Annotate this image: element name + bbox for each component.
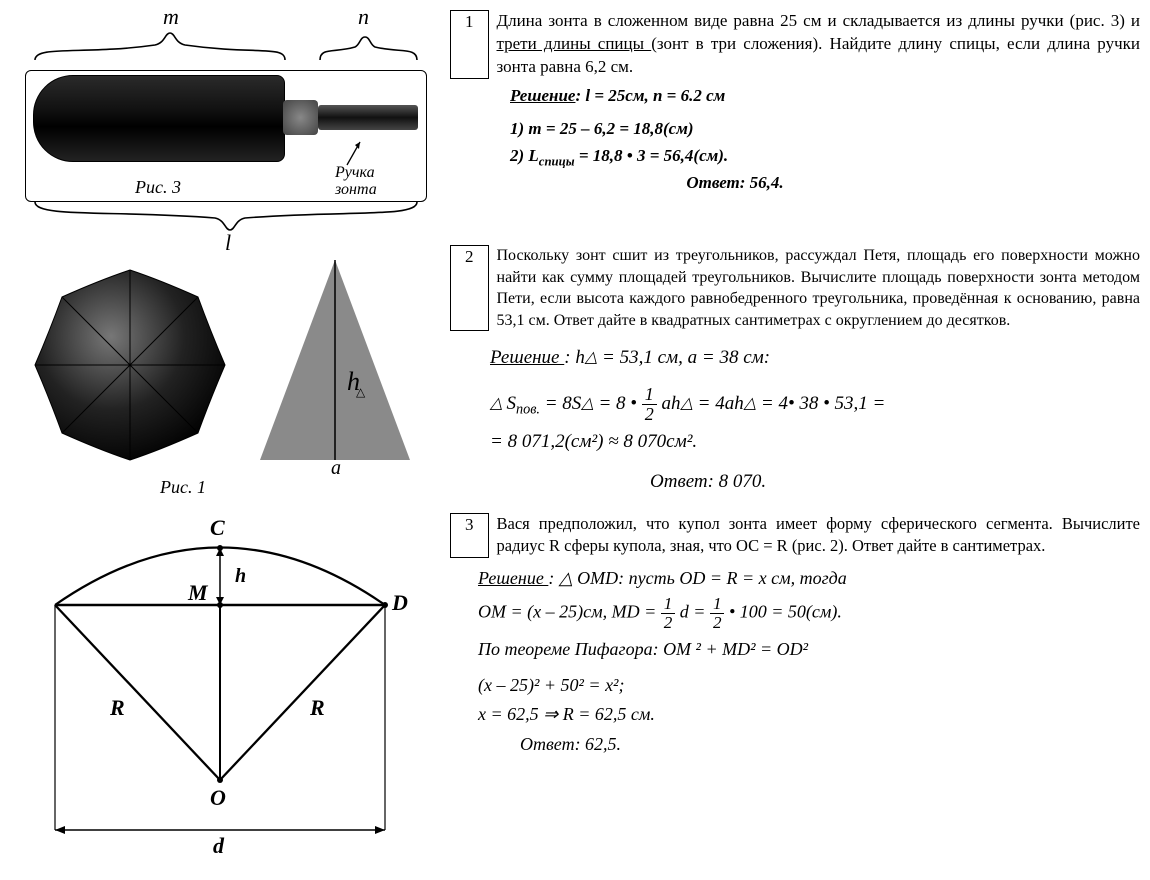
p2-line1: △ Sпов. = 8S△ = 8 • 12 ah△ = 4ah△ = 4• 3…	[450, 385, 1140, 424]
figure-3-column: m n Рис. 3 Ручказонта l	[10, 10, 440, 240]
p2-l1e: = 4ah	[693, 393, 744, 414]
sphere-segment-diagram: C h M D R R O d	[10, 510, 430, 860]
p3-eq1: (x – 25)² + 50² = x²;	[450, 673, 1140, 697]
p3-om-c: • 100 = 50(см).	[724, 601, 841, 621]
p1-text-underlined: трети длины спицы	[497, 34, 652, 53]
p1-text-a: Длина зонта в сложенном виде равна 25 см…	[497, 11, 1141, 30]
figure-1-column: h △ a Рис. 1	[10, 245, 440, 510]
p3-sol-label: Решение	[478, 568, 548, 588]
row-1: m n Рис. 3 Ручказонта l	[10, 10, 1140, 240]
p3-f2n: 1	[710, 595, 725, 614]
fig3-n-label: n	[358, 2, 369, 32]
fig2-M: M	[187, 580, 209, 605]
problem-2-number: 2	[450, 245, 489, 331]
tri-prefix: △	[490, 395, 506, 412]
p2-l1c: = 8 •	[594, 393, 642, 414]
p1-step2-b: = 18,8 • 3 = 56,4(см).	[575, 146, 729, 165]
problem-3: 3 Вася предположил, что купол зонта имее…	[440, 513, 1140, 761]
fig3-handle-label: Ручказонта	[335, 165, 377, 199]
p3-given-text: : △ OMD: пусть OD = R = x см, тогда	[548, 568, 846, 588]
fig2-h: h	[235, 565, 246, 587]
tri-sub-4: △	[744, 395, 756, 412]
p2-given-a: : h	[564, 347, 585, 368]
p2-sol-label: Решение	[490, 347, 564, 368]
p3-answer: Ответ: 62,5.	[450, 732, 1140, 756]
problem-2: 2 Поскольку зонт сшит из треугольников, …	[440, 245, 1140, 494]
fig1-h-tri: △	[356, 385, 366, 399]
fig2-C: C	[210, 515, 225, 540]
p2-l1a: S	[506, 393, 516, 414]
triangle-icon: h △ a	[255, 260, 415, 475]
p2-frac-n: 1	[642, 385, 657, 405]
row-2: h △ a Рис. 1 2 Поскольку зонт сшит из тр…	[10, 245, 1140, 510]
figure-3: m n Рис. 3 Ручказонта l	[25, 10, 425, 240]
figure-2: C h M D R R O d	[10, 510, 430, 870]
tri-sub-1: △	[585, 349, 597, 366]
tri-sub-3: △	[680, 395, 692, 412]
p3-f1d: 2	[661, 614, 676, 632]
p3-f2d: 2	[710, 614, 725, 632]
p1-given: : l = 25см, n = 6.2 см	[575, 86, 725, 105]
p2-line2: = 8 071,2(см²) ≈ 8 070см².	[450, 429, 1140, 455]
fig2-d: d	[213, 833, 225, 858]
p2-l1b: = 8S	[540, 393, 581, 414]
p1-step2: 2) Lспицы = 18,8 • 3 = 56,4(см).	[450, 145, 1140, 168]
p3-om-line: OM = (x – 25)см, MD = 12 d = 12 • 100 = …	[450, 595, 1140, 632]
folded-umbrella-icon	[33, 75, 285, 162]
problem-1-number: 1	[450, 10, 489, 79]
p2-l1f: = 4• 38 • 53,1 =	[756, 393, 885, 414]
problem-1-text: Длина зонта в сложенном виде равна 25 см…	[497, 10, 1141, 79]
p3-eq2: x = 62,5 ⇒ R = 62,5 см.	[450, 702, 1140, 726]
fig2-R2: R	[309, 695, 325, 720]
handle-pointer-icon	[335, 140, 365, 170]
fig2-D: D	[391, 590, 408, 615]
p2-l1sub: пов.	[516, 402, 540, 418]
p1-step1: 1) m = 25 – 6,2 = 18,8(см)	[450, 118, 1140, 141]
figure-2-column: C h M D R R O d	[10, 510, 440, 870]
problem-1: 1 Длина зонта в сложенном виде равна 25 …	[440, 10, 1140, 195]
problem-3-number: 3	[450, 513, 489, 558]
fig1-caption: Рис. 1	[160, 475, 206, 499]
problem-2-text: Поскольку зонт сшит из треугольников, ра…	[497, 245, 1141, 331]
p3-given: Решение : △ OMD: пусть OD = R = x см, то…	[450, 566, 1140, 590]
p3-f1n: 1	[661, 595, 676, 614]
p2-solution-given: Решение : h△ = 53,1 см, a = 38 см:	[450, 345, 1140, 371]
fig3-caption: Рис. 3	[135, 175, 181, 199]
umbrella-handle-icon	[318, 105, 418, 130]
p3-pythagoras: По теореме Пифагора: OM ² + MD² = OD²	[450, 637, 1140, 661]
row-3: C h M D R R O d 3 Вася предположил, что …	[10, 510, 1140, 870]
problem-3-text: Вася предположил, что купол зонта имеет …	[497, 513, 1141, 558]
p2-l1d: ah	[657, 393, 681, 414]
p1-step2-a: 2) L	[510, 146, 539, 165]
figure-1: h △ a Рис. 1	[10, 250, 430, 510]
p2-given-b: = 53,1 см, a = 38 см:	[597, 347, 770, 368]
fig1-a-label: a	[331, 457, 341, 475]
umbrella-joint-icon	[283, 100, 318, 135]
p2-frac-d: 2	[642, 405, 657, 424]
p1-answer: Ответ: 56,4.	[450, 172, 1140, 195]
p3-om-b: d =	[675, 601, 710, 621]
open-umbrella-icon	[30, 265, 230, 465]
fig2-O: O	[210, 785, 226, 810]
fig2-R1: R	[109, 695, 125, 720]
p2-answer: Ответ: 8 070.	[450, 469, 1140, 495]
fig3-m-label: m	[163, 2, 179, 32]
p1-sol-label: Решение	[510, 86, 575, 105]
tri-sub-2: △	[581, 395, 593, 412]
p1-solution-given: Решение: l = 25см, n = 6.2 см	[450, 85, 1140, 108]
page: m n Рис. 3 Ручказонта l	[10, 10, 1140, 870]
p3-om-a: OM = (x – 25)см, MD =	[478, 601, 661, 621]
p1-step2-sub: спицы	[539, 154, 575, 168]
